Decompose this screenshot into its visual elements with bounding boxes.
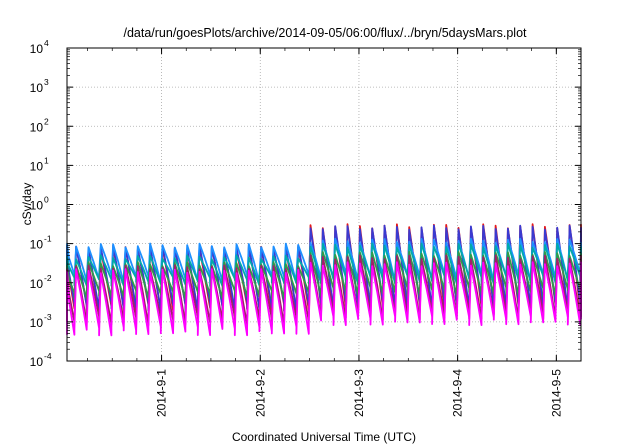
y-tick-label: 10 [30, 316, 44, 330]
y-tick-exponent: 2 [44, 116, 49, 126]
series-layer [66, 223, 582, 337]
y-tick-exponent: -4 [44, 351, 52, 361]
y-tick-label: 10 [30, 238, 44, 252]
y-tick-exponent: 4 [44, 38, 49, 48]
y-tick-exponent: 1 [44, 155, 49, 165]
y-tick-label: 10 [30, 355, 44, 369]
x-tick-label: 2014-9-3 [352, 369, 366, 417]
y-tick-exponent: -3 [44, 312, 52, 322]
x-axis-label: Coordinated Universal Time (UTC) [232, 430, 416, 444]
x-tick-label: 2014-9-5 [549, 369, 563, 417]
chart-title: /data/run/goesPlots/archive/2014-09-05/0… [123, 26, 527, 40]
x-axis: 2014-9-1 2014-9-2 2014-9-3 2014-9-4 2014-9-5 [87, 48, 582, 417]
y-tick-label: 10 [30, 81, 44, 95]
y-axis-label: cSv/day [20, 183, 34, 226]
x-tick-label: 2014-9-1 [155, 369, 169, 417]
y-tick-exponent: -1 [44, 234, 52, 244]
y-tick-label: 10 [30, 277, 44, 291]
series-line [66, 261, 582, 337]
y-tick-exponent: 0 [44, 195, 49, 205]
y-tick-label: 10 [30, 42, 44, 56]
y-tick-label: 10 [30, 120, 44, 134]
x-tick-label: 2014-9-4 [451, 369, 465, 417]
y-tick-label: 10 [30, 159, 44, 173]
grid [67, 48, 581, 361]
plot-frame [66, 47, 582, 362]
series-line [66, 242, 582, 287]
y-tick-label: 10 [30, 199, 44, 213]
y-tick-exponent: -2 [44, 273, 52, 283]
y-tick-exponent: 3 [44, 77, 49, 87]
x-tick-label: 2014-9-2 [253, 369, 267, 417]
